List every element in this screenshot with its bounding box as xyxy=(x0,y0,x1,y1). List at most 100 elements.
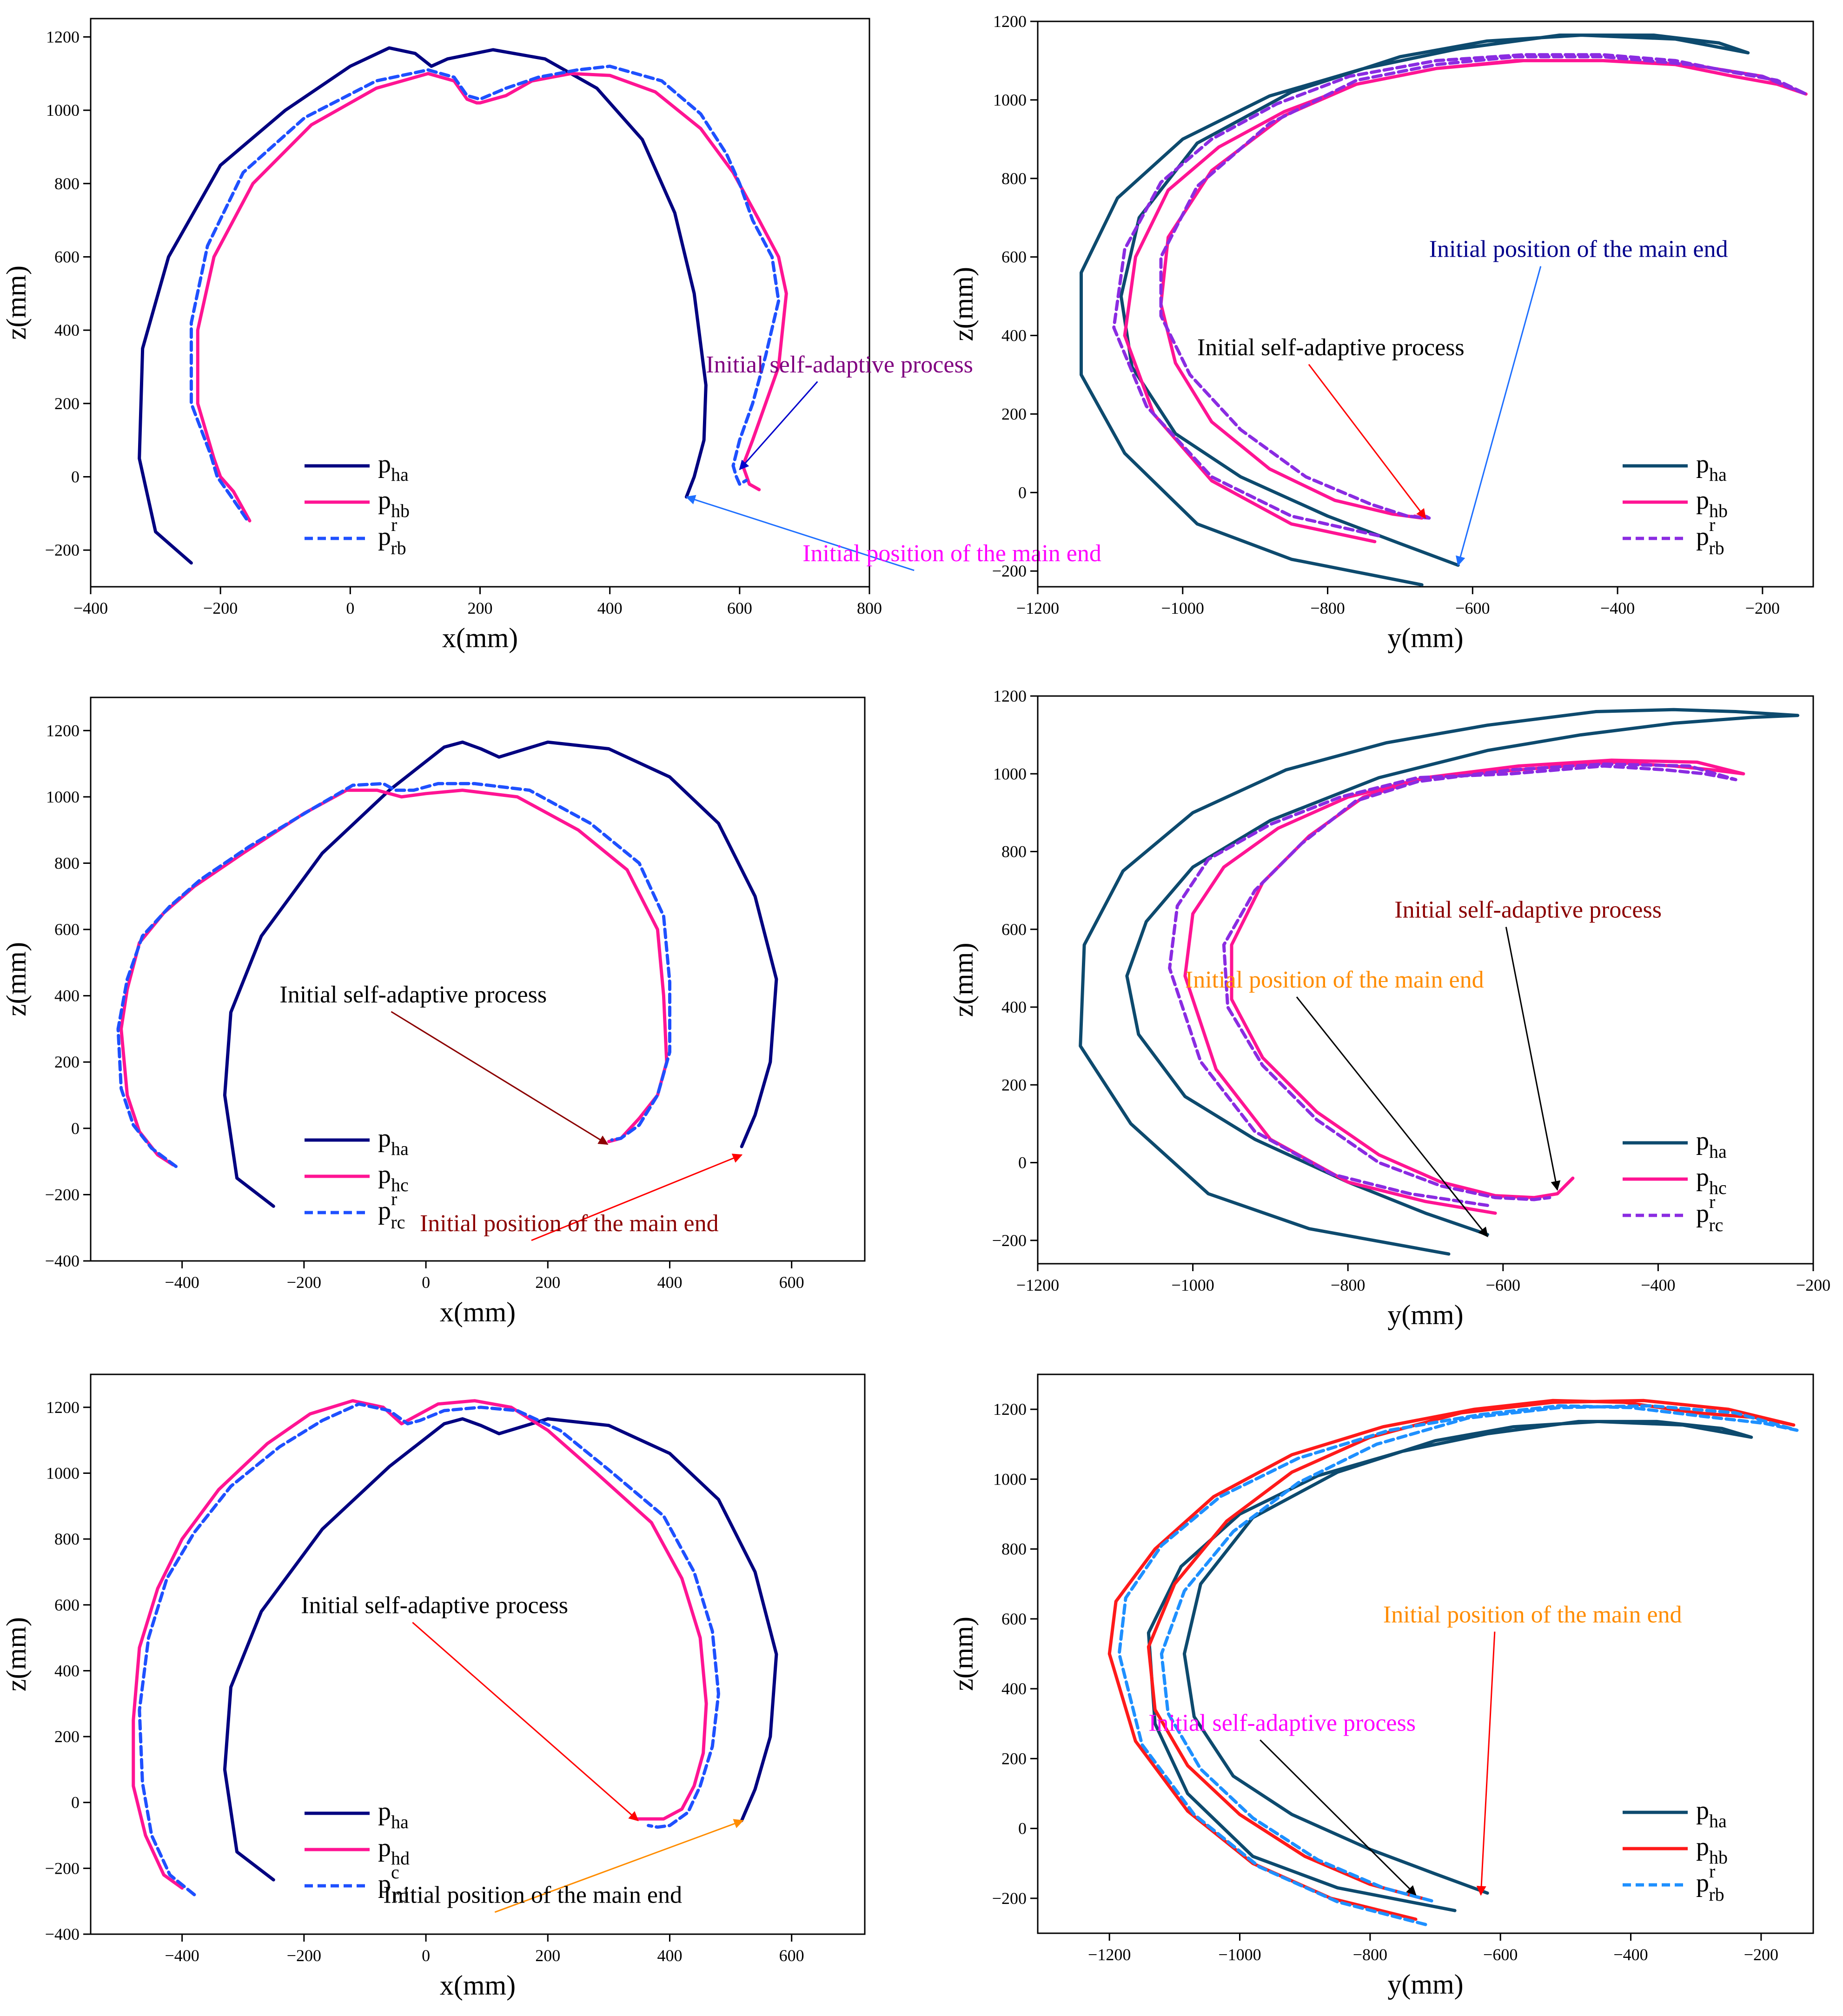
x-tick-label: −1200 xyxy=(1016,1276,1059,1294)
series-line-phc xyxy=(119,789,669,1167)
y-tick-label: 200 xyxy=(54,1727,80,1746)
x-tick-label: −200 xyxy=(1744,1945,1778,1964)
x-tick-label: −200 xyxy=(1796,1276,1830,1294)
y-tick-label: 800 xyxy=(1001,1540,1027,1558)
legend-label: pha xyxy=(378,1797,409,1832)
legend-label: phc xyxy=(378,1160,409,1195)
x-tick-label: −600 xyxy=(1486,1276,1520,1294)
x-tick-label: 600 xyxy=(779,1946,804,1965)
series-line-prc xyxy=(116,782,671,1168)
x-tick-label: 200 xyxy=(535,1273,560,1292)
x-tick-label: −400 xyxy=(1641,1276,1675,1294)
y-tick-label: 600 xyxy=(54,920,80,939)
y-tick-label: 0 xyxy=(1018,1154,1027,1172)
series-line-pha xyxy=(223,1417,778,1882)
x-tick-label: −400 xyxy=(165,1946,199,1965)
annotation-label: Initial position of the main end xyxy=(1185,967,1484,993)
x-axis-label: x(mm) xyxy=(440,1297,516,1327)
series-line-prb xyxy=(1112,53,1808,537)
y-tick-label: 0 xyxy=(1018,1819,1027,1838)
y-axis-label: z(mm) xyxy=(1,942,32,1016)
x-tick-label: −200 xyxy=(1745,599,1780,617)
y-tick-label: 1200 xyxy=(46,1398,80,1417)
panel-d: −1200 −1000 −800 −600 −400 −200 −200 0 200 400 600… xyxy=(948,687,1830,1330)
x-tick-label: 200 xyxy=(468,599,493,617)
y-tick-label: 1200 xyxy=(993,687,1027,705)
plot-frame xyxy=(1037,695,1814,1265)
legend-label: pr rc xyxy=(378,1188,405,1233)
x-axis-label: y(mm) xyxy=(1387,1300,1463,1330)
annotation-label: Initial position of the main end xyxy=(802,540,1101,567)
y-tick-label: −200 xyxy=(992,562,1027,580)
series-line-pha xyxy=(223,740,778,1208)
y-tick-label: 400 xyxy=(1001,326,1027,345)
y-tick-label: −200 xyxy=(45,1185,80,1204)
y-tick-label: 400 xyxy=(54,1661,80,1680)
x-tick-label: −800 xyxy=(1353,1945,1387,1964)
series-line-pha xyxy=(138,46,708,565)
y-tick-label: 0 xyxy=(71,1793,80,1812)
x-axis-label: y(mm) xyxy=(1387,623,1463,653)
annotation-arrow xyxy=(1296,996,1488,1238)
y-tick-label: 1200 xyxy=(46,721,80,740)
annotation-arrow xyxy=(494,1819,744,1913)
x-tick-label: 400 xyxy=(597,599,623,617)
legend-label: pha xyxy=(1696,450,1727,485)
y-tick-label: 400 xyxy=(1001,998,1027,1016)
series-line-prb xyxy=(189,65,781,521)
x-tick-label: 600 xyxy=(779,1273,804,1292)
y-tick-label: 200 xyxy=(54,1053,80,1071)
legend-label: phb xyxy=(378,486,410,521)
panel-b: −1200 −1000 −800 −600 −400 −200 −200 0 200 400 600… xyxy=(948,12,1814,653)
legend-label: pha xyxy=(1696,1796,1727,1831)
x-tick-label: 0 xyxy=(422,1946,430,1965)
x-tick-label: −1000 xyxy=(1171,1276,1214,1294)
annotation-arrow xyxy=(685,495,915,571)
x-tick-label: 400 xyxy=(657,1946,682,1965)
y-tick-label: 600 xyxy=(1001,248,1027,266)
legend-label: phb xyxy=(1696,1832,1728,1868)
x-tick-label: −600 xyxy=(1483,1945,1518,1964)
y-tick-label: −200 xyxy=(45,1859,80,1877)
x-tick-label: −400 xyxy=(165,1273,199,1292)
y-tick-label: −400 xyxy=(45,1252,80,1270)
y-tick-label: 200 xyxy=(1001,1749,1027,1768)
legend-label: pha xyxy=(1696,1127,1727,1162)
series-line-prc xyxy=(1168,762,1737,1207)
y-tick-label: 1200 xyxy=(993,12,1027,31)
series-line-prb xyxy=(1117,1404,1799,1926)
legend-label: pha xyxy=(378,1124,409,1159)
y-tick-label: 600 xyxy=(1001,920,1027,939)
annotation-arrow xyxy=(412,1622,639,1822)
x-tick-label: −400 xyxy=(73,599,108,617)
y-axis-label: z(mm) xyxy=(948,943,979,1017)
y-tick-label: 400 xyxy=(54,321,80,339)
y-axis-label: z(mm) xyxy=(1,1617,32,1691)
y-tick-label: 600 xyxy=(54,1596,80,1614)
panel-a: −400 −200 0 200 400 600 800 −200 0 200 400 600 800 10… xyxy=(1,18,1101,653)
y-tick-label: 800 xyxy=(54,174,80,193)
legend-label: phb xyxy=(1696,486,1728,521)
annotation-label: Initial position of the main end xyxy=(1383,1601,1682,1628)
x-tick-label: 800 xyxy=(857,599,882,617)
y-tick-label: 1000 xyxy=(993,1470,1027,1488)
x-tick-label: −1200 xyxy=(1088,1945,1131,1964)
annotation-label: Initial self-adaptive process xyxy=(1394,897,1662,923)
series-line-prd xyxy=(138,1402,720,1897)
y-tick-label: −200 xyxy=(992,1231,1027,1250)
y-axis-label: z(mm) xyxy=(948,267,979,341)
y-tick-label: 400 xyxy=(54,987,80,1005)
legend-label: pr rc xyxy=(1696,1191,1723,1235)
x-tick-label: −200 xyxy=(287,1946,321,1965)
y-tick-label: 800 xyxy=(54,1530,80,1548)
panel-f: −1200 −1000 −800 −600 −400 −200 −200 0 200 400 600… xyxy=(948,1373,1814,2000)
x-tick-label: 0 xyxy=(422,1273,430,1292)
annotation-label: Initial self-adaptive process xyxy=(706,351,973,378)
y-tick-label: −200 xyxy=(992,1889,1027,1908)
x-tick-label: 400 xyxy=(657,1273,682,1292)
